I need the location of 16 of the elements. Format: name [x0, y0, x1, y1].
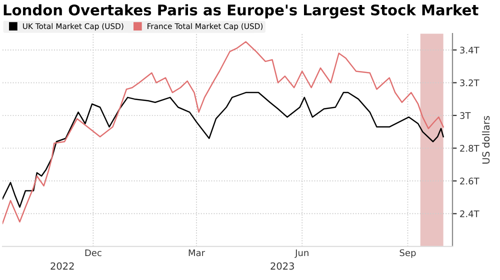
line-series [2, 41, 444, 224]
x-tick-label: Dec [85, 249, 102, 256]
y-tick-label: 2.8T [460, 144, 480, 152]
x-tick-label: Sep [400, 249, 416, 258]
x-tick-label: Mar [188, 249, 206, 256]
y-tick-label: 2.4T [460, 210, 480, 218]
chart-title: London Overtakes Paris as Europe's Largest Stock Market [4, 4, 478, 18]
y-tick-label: 3.2T [460, 79, 480, 86]
x-tick-label: Jun [294, 249, 308, 258]
y-tick-label: 3T [460, 112, 471, 120]
line-series [2, 92, 444, 208]
text: 2023 [270, 262, 294, 270]
text: 2022 [50, 262, 74, 270]
y-tick-label: 2.6T [460, 178, 480, 184]
y-tick-label: 3.4T [460, 46, 480, 54]
y-axis-title: US dollars [482, 116, 490, 164]
